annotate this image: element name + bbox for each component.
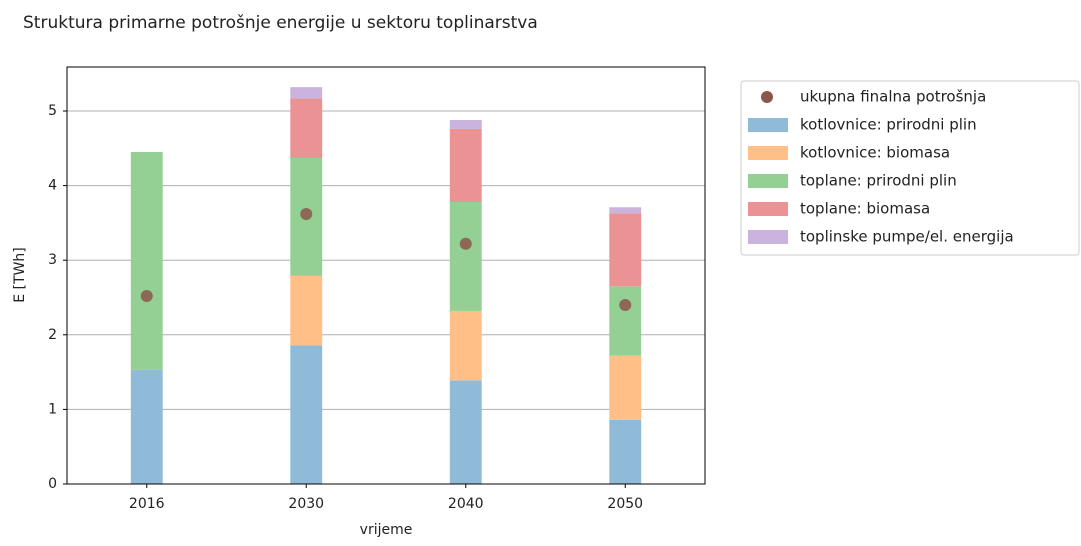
bar-segment	[449, 119, 482, 129]
legend-swatch	[748, 118, 788, 132]
legend-swatch	[748, 174, 788, 188]
x-axis-label: vrijeme	[360, 522, 413, 538]
y-tick-label: 3	[48, 252, 57, 268]
bar-segment	[609, 286, 642, 356]
x-tick-label: 2040	[448, 496, 484, 512]
bar-segment	[449, 380, 482, 484]
legend-swatch	[748, 202, 788, 216]
point	[619, 298, 632, 311]
point	[140, 290, 153, 303]
x-tick-label: 2050	[607, 496, 643, 512]
bar-segment	[449, 202, 482, 311]
bar-segment	[290, 87, 323, 99]
legend-label: toplinske pumpe/el. energija	[800, 228, 1014, 246]
bar-segment	[290, 275, 323, 346]
legend-marker	[761, 91, 773, 103]
bar-segment	[609, 207, 642, 214]
bar-segment	[290, 345, 323, 484]
legend-label: ukupna finalna potrošnja	[800, 88, 986, 106]
point	[300, 207, 313, 220]
bar-segment	[130, 369, 163, 484]
x-tick-label: 2016	[129, 496, 165, 512]
bar-segment	[290, 98, 323, 159]
bar-segment	[609, 355, 642, 420]
bar-segment	[609, 213, 642, 287]
legend-label: toplane: biomasa	[800, 200, 930, 218]
x-tick-label: 2030	[288, 496, 324, 512]
legend-label: kotlovnice: prirodni plin	[800, 116, 977, 134]
plot-frame	[66, 66, 706, 485]
legend-swatch	[748, 230, 788, 244]
y-tick-label: 4	[48, 178, 57, 194]
y-tick-label: 0	[48, 476, 57, 492]
y-tick-label: 5	[48, 103, 57, 119]
legend-swatch	[748, 146, 788, 160]
y-tick-label: 1	[48, 401, 57, 417]
legend-label: toplane: prirodni plin	[800, 172, 957, 190]
legend-box	[740, 80, 1080, 256]
y-axis-label: E [TWh]	[12, 247, 28, 303]
bar-segment	[449, 128, 482, 203]
legend-label: kotlovnice: biomasa	[800, 144, 950, 162]
bar-segment	[449, 310, 482, 381]
chart-title: Struktura primarne potrošnje energije u …	[23, 13, 538, 33]
bar-segment	[609, 419, 642, 484]
bar-segment	[130, 152, 163, 370]
y-tick-label: 2	[48, 327, 57, 343]
point	[459, 237, 472, 250]
